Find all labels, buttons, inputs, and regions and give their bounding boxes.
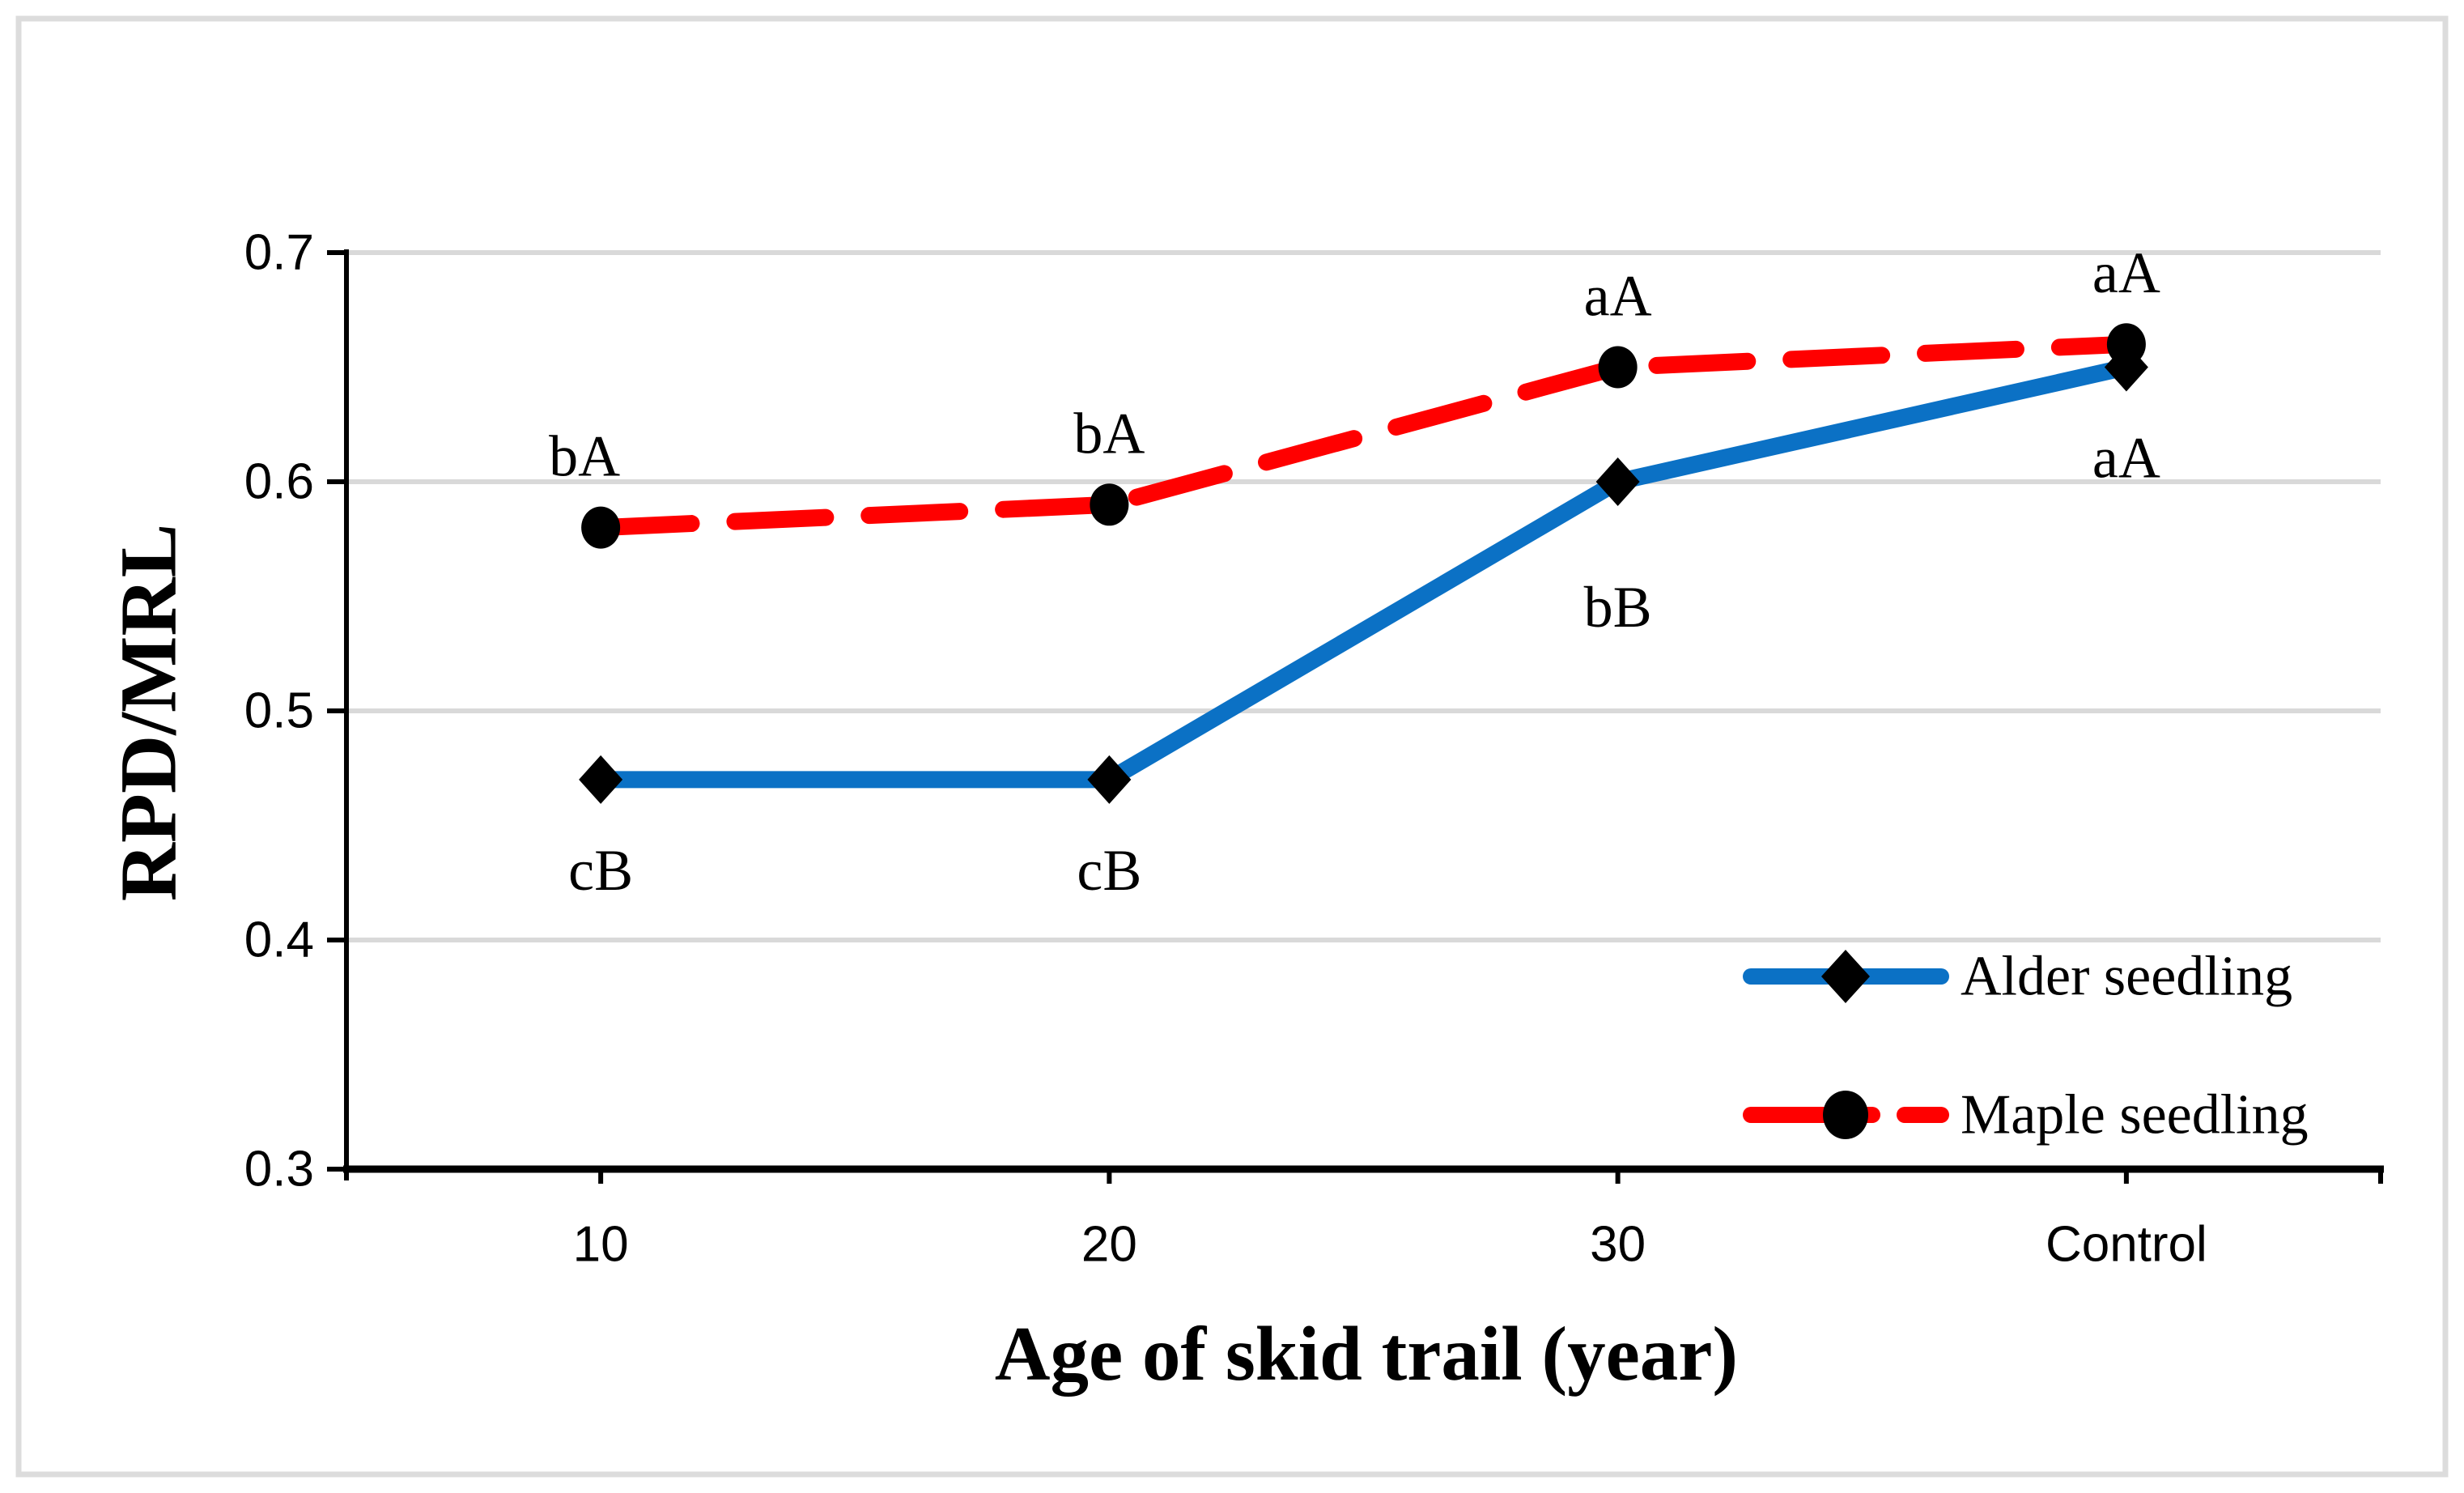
y-tick-label: 0.4 bbox=[244, 912, 314, 968]
alder-marker-diamond bbox=[1595, 457, 1640, 506]
x-tick-label: 20 bbox=[1081, 1217, 1137, 1273]
y-axis-title: RPD/MRL bbox=[104, 524, 193, 902]
alder-series-line bbox=[592, 359, 2135, 789]
maple-series-line bbox=[592, 335, 2135, 537]
annotation-label: bA bbox=[549, 424, 620, 489]
alder-marker-diamond bbox=[1087, 755, 1132, 804]
y-tick-label: 0.6 bbox=[244, 454, 314, 510]
annotation-label: cB bbox=[568, 838, 633, 903]
legend-label: Maple seedling bbox=[1961, 1084, 2309, 1146]
maple-marker-circle bbox=[1598, 346, 1638, 389]
maple-marker-circle bbox=[1090, 483, 1129, 526]
maple-marker-circle bbox=[581, 506, 621, 549]
alder-marker-diamond bbox=[579, 755, 623, 804]
y-tick-label: 0.5 bbox=[244, 683, 314, 739]
legend-alder-diamond-icon bbox=[1821, 950, 1870, 1003]
figure-border bbox=[15, 15, 2449, 1478]
annotation-label: aA bbox=[2092, 426, 2160, 491]
annotation-label: aA bbox=[2092, 240, 2160, 305]
maple-marker-circle bbox=[2106, 323, 2146, 366]
legend: Alder seedling Maple seedling bbox=[1743, 946, 2309, 1146]
annotation-label: bB bbox=[1584, 575, 1652, 640]
legend-label: Alder seedling bbox=[1961, 946, 2292, 1008]
x-tick-label: 10 bbox=[573, 1217, 629, 1273]
y-tick-label: 0.3 bbox=[244, 1142, 314, 1197]
annotation-label: cB bbox=[1077, 838, 1141, 903]
y-tick-label: 0.7 bbox=[244, 225, 314, 281]
x-axis-title: Age of skid trail (year) bbox=[995, 1311, 1738, 1397]
legend-maple-circle-icon bbox=[1823, 1091, 1868, 1139]
x-tick-label: 30 bbox=[1590, 1217, 1646, 1273]
annotation-label: aA bbox=[1584, 264, 1652, 329]
x-tick-label: Control bbox=[2046, 1217, 2207, 1273]
annotation-label: bA bbox=[1073, 401, 1145, 466]
